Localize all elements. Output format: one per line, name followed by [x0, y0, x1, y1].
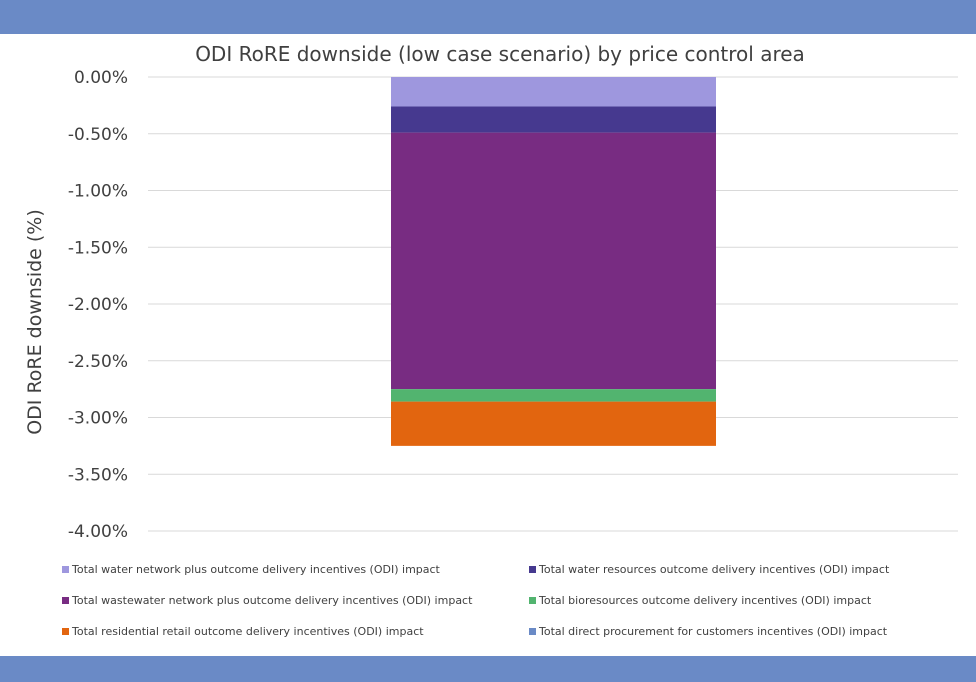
legend-swatch — [62, 597, 69, 604]
top-banner — [0, 0, 976, 34]
legend-swatch — [62, 566, 69, 573]
y-tick-label: -3.50% — [68, 465, 128, 485]
legend-label: Total wastewater network plus outcome de… — [71, 594, 473, 607]
bar-segment-1 — [391, 77, 716, 107]
bar-segment-3 — [391, 132, 716, 390]
chart-title: ODI RoRE downside (low case scenario) by… — [195, 42, 805, 66]
y-tick-label: -1.00% — [68, 182, 128, 202]
legend-swatch — [529, 566, 536, 573]
y-tick-label: -4.00% — [68, 522, 128, 542]
legend-label: Total bioresources outcome delivery ince… — [538, 594, 872, 607]
bar-segment-2 — [391, 106, 716, 133]
y-tick-label: -2.00% — [68, 295, 128, 315]
y-tick-label: -1.50% — [68, 238, 128, 258]
bar-segment-4 — [391, 389, 716, 402]
legend-swatch — [62, 628, 69, 635]
bar-segment-5 — [391, 401, 716, 446]
y-tick-label: -0.50% — [68, 125, 128, 145]
legend-label: Total residential retail outcome deliver… — [71, 625, 424, 638]
y-tick-label: 0.00% — [74, 68, 128, 88]
y-axis-label: ODI RoRE downside (%) — [24, 209, 46, 435]
legend-label: Total water network plus outcome deliver… — [71, 563, 441, 576]
y-tick-label: -3.00% — [68, 409, 128, 429]
legend-swatch — [529, 628, 536, 635]
bottom-banner — [0, 656, 976, 682]
y-tick-label: -2.50% — [68, 352, 128, 372]
legend-label: Total water resources outcome delivery i… — [538, 563, 890, 576]
legend-label: Total direct procurement for customers i… — [538, 625, 888, 638]
legend-swatch — [529, 597, 536, 604]
